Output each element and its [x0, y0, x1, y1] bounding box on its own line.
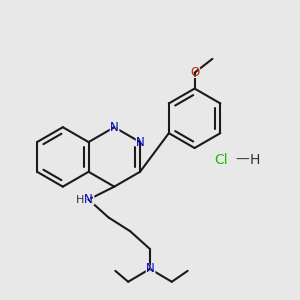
Text: N: N — [84, 193, 93, 206]
Text: N: N — [143, 260, 157, 278]
Text: O: O — [190, 66, 199, 79]
Text: H: H — [76, 194, 84, 205]
Text: N: N — [134, 133, 147, 151]
Text: N: N — [110, 121, 119, 134]
Text: N: N — [82, 190, 95, 208]
Text: N: N — [146, 262, 154, 275]
Text: N: N — [136, 136, 144, 148]
Text: O: O — [188, 64, 202, 82]
Text: Cl: Cl — [214, 153, 228, 167]
Text: H: H — [250, 153, 260, 167]
Text: —: — — [235, 153, 249, 167]
Text: N: N — [108, 118, 121, 136]
